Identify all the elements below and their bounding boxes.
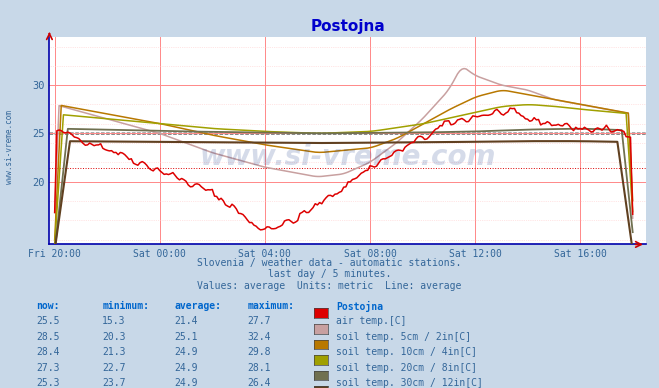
Text: 22.7: 22.7 — [102, 363, 126, 373]
Text: 24.9: 24.9 — [175, 363, 198, 373]
Text: 27.7: 27.7 — [247, 316, 271, 326]
Text: Values: average  Units: metric  Line: average: Values: average Units: metric Line: aver… — [197, 281, 462, 291]
Text: 29.8: 29.8 — [247, 347, 271, 357]
Text: 24.9: 24.9 — [175, 378, 198, 388]
Text: 25.1: 25.1 — [175, 332, 198, 342]
Text: 32.4: 32.4 — [247, 332, 271, 342]
Text: average:: average: — [175, 301, 221, 311]
Text: soil temp. 5cm / 2in[C]: soil temp. 5cm / 2in[C] — [336, 332, 471, 342]
Text: soil temp. 10cm / 4in[C]: soil temp. 10cm / 4in[C] — [336, 347, 477, 357]
Text: 15.3: 15.3 — [102, 316, 126, 326]
Text: soil temp. 20cm / 8in[C]: soil temp. 20cm / 8in[C] — [336, 363, 477, 373]
Text: 21.3: 21.3 — [102, 347, 126, 357]
Text: now:: now: — [36, 301, 60, 311]
Text: 20.3: 20.3 — [102, 332, 126, 342]
Text: www.si-vreme.com: www.si-vreme.com — [5, 111, 14, 184]
Text: 28.1: 28.1 — [247, 363, 271, 373]
Text: 25.3: 25.3 — [36, 378, 60, 388]
Text: 27.3: 27.3 — [36, 363, 60, 373]
Text: www.si-vreme.com: www.si-vreme.com — [200, 143, 496, 171]
Text: 28.5: 28.5 — [36, 332, 60, 342]
Text: Postojna: Postojna — [336, 301, 383, 312]
Text: 24.9: 24.9 — [175, 347, 198, 357]
Text: 28.4: 28.4 — [36, 347, 60, 357]
Text: maximum:: maximum: — [247, 301, 294, 311]
Text: 21.4: 21.4 — [175, 316, 198, 326]
Text: 25.5: 25.5 — [36, 316, 60, 326]
Text: 26.4: 26.4 — [247, 378, 271, 388]
Text: 23.7: 23.7 — [102, 378, 126, 388]
Text: last day / 5 minutes.: last day / 5 minutes. — [268, 269, 391, 279]
Text: soil temp. 30cm / 12in[C]: soil temp. 30cm / 12in[C] — [336, 378, 483, 388]
Text: minimum:: minimum: — [102, 301, 149, 311]
Text: air temp.[C]: air temp.[C] — [336, 316, 407, 326]
Text: Slovenia / weather data - automatic stations.: Slovenia / weather data - automatic stat… — [197, 258, 462, 268]
Title: Postojna: Postojna — [310, 19, 385, 34]
